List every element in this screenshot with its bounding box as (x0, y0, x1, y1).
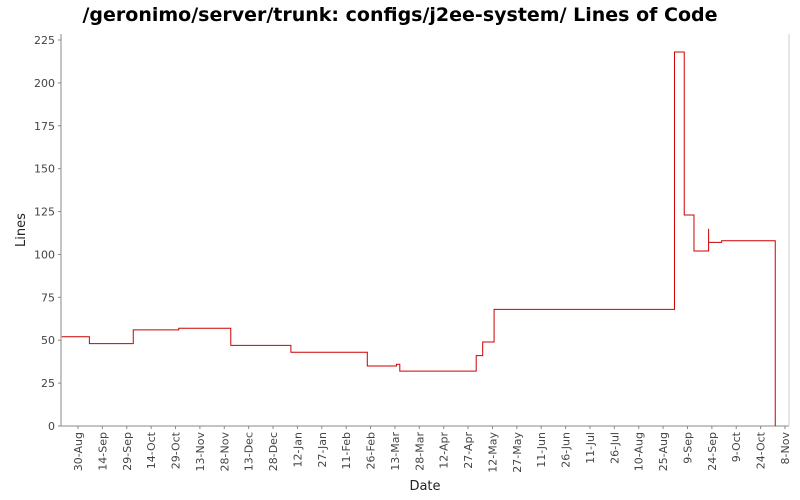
x-tick-label: 12-Jan (291, 432, 304, 468)
x-tick-label: 27-Apr (462, 432, 475, 469)
y-tick-label: 50 (41, 334, 55, 347)
x-tick-label: 14-Sep (96, 432, 109, 471)
x-tick-label: 11-Jul (584, 432, 597, 464)
x-tick-label: 29-Sep (121, 432, 134, 471)
x-tick-label: 12-May (486, 432, 499, 473)
x-tick-label: 27-Jan (316, 432, 329, 468)
x-tick-label: 13-Mar (389, 432, 402, 471)
x-tick-label: 29-Oct (170, 431, 183, 469)
y-tick-label: 75 (41, 291, 55, 304)
x-tick-label: 28-Dec (267, 432, 280, 471)
plot-area (60, 34, 790, 427)
x-tick-label: 26-Jun (560, 432, 573, 468)
x-tick-label: 10-Aug (633, 432, 646, 471)
x-tick-label: 13-Nov (194, 432, 207, 472)
y-axis: 0 25 50 75 100 125 150 175 200 225 (34, 34, 61, 433)
series-layer (61, 51, 776, 426)
x-tick-label: 9-Sep (681, 432, 694, 464)
x-tick-label: 30-Aug (72, 432, 85, 471)
x-tick-label: 24-Oct (755, 431, 768, 469)
x-tick-label: 25-Aug (657, 432, 670, 471)
x-tick-label: 11-Feb (340, 432, 353, 469)
x-tick-label: 24-Sep (706, 432, 719, 471)
y-tick-label: 200 (34, 77, 55, 90)
x-tick-label: 27-May (511, 432, 524, 473)
x-tick-label: 13-Dec (243, 432, 256, 471)
series-line-0 (61, 51, 776, 426)
y-tick-label: 150 (34, 163, 55, 176)
x-tick-label: 14-Oct (145, 431, 158, 469)
y-axis-label: Lines (14, 213, 29, 247)
x-tick-label: 11-Jun (535, 432, 548, 468)
y-tick-label: 225 (34, 34, 55, 47)
x-tick-label: 26-Jul (608, 432, 621, 464)
y-tick-label: 175 (34, 120, 55, 133)
x-axis: 30-Aug 14-Sep 29-Sep 14-Oct 29-Oct 13-Nov 28-N… (72, 426, 792, 473)
x-tick-label: 28-Nov (218, 432, 231, 472)
x-axis-label: Date (409, 479, 440, 494)
x-tick-label: 8-Nov (779, 432, 792, 465)
y-tick-label: 100 (34, 248, 55, 261)
x-tick-label: 28-Mar (413, 432, 426, 471)
chart-title: /geronimo/server/trunk: configs/j2ee-sys… (82, 4, 718, 26)
x-tick-label: 9-Oct (730, 431, 743, 462)
y-tick-label: 25 (41, 377, 55, 390)
x-tick-label: 26-Feb (365, 432, 378, 469)
y-tick-label: 0 (48, 420, 55, 433)
y-tick-label: 125 (34, 206, 55, 219)
x-tick-label: 12-Apr (438, 432, 451, 469)
